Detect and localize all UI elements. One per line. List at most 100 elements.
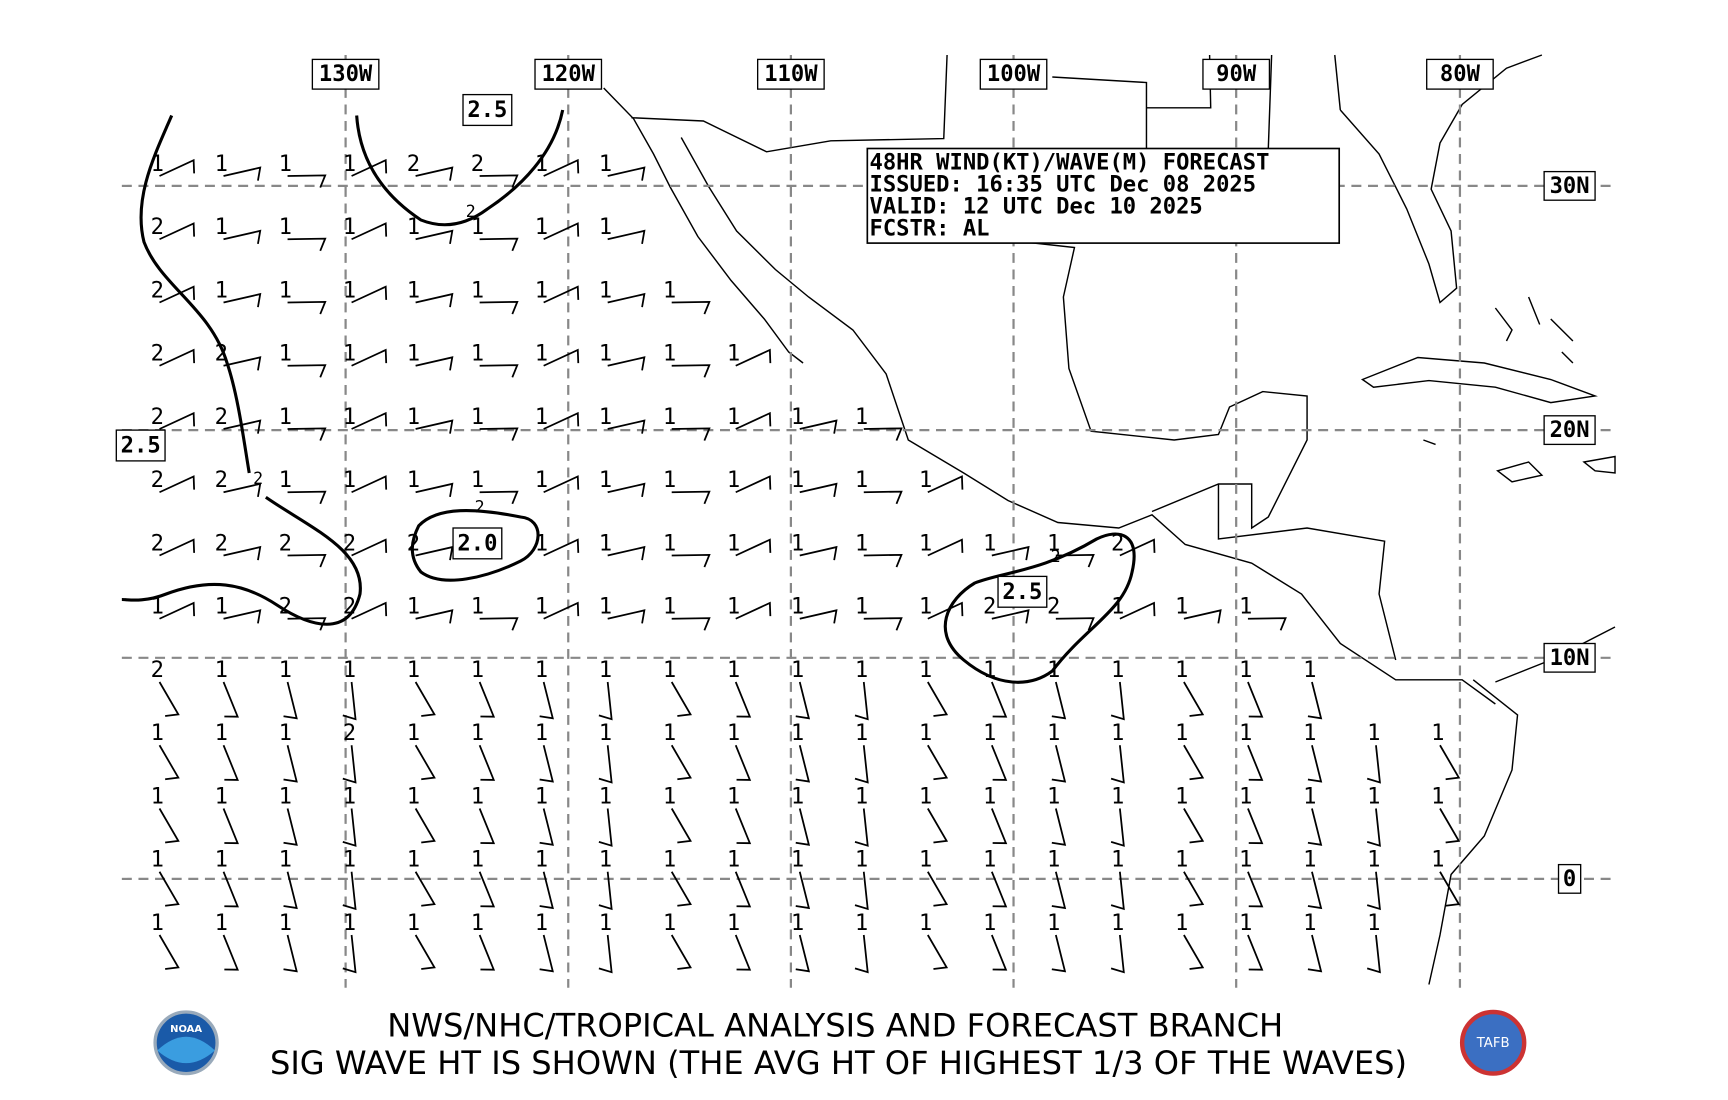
wind-barb (158, 808, 180, 844)
wind-barb (1183, 609, 1222, 624)
wave-height: 1 (407, 848, 420, 873)
wave-height: 1 (791, 911, 804, 936)
wave-height: 1 (215, 785, 228, 810)
wave-height: 2 (1111, 532, 1124, 557)
wave-height: 1 (535, 911, 548, 936)
wind-barb (342, 934, 357, 974)
wave-height: 1 (599, 279, 612, 304)
box-line: ISSUED: 16:35 UTC Dec 08 2025 (870, 172, 1257, 197)
wind-barb (543, 348, 580, 367)
wind-barb (283, 871, 298, 910)
wave-height: 1 (471, 848, 484, 873)
wind-barb (1247, 744, 1264, 781)
lat-label: 20N (1550, 418, 1590, 443)
wave-height: 1 (1239, 658, 1252, 683)
wind-barb (607, 229, 646, 244)
label-box (534, 58, 603, 90)
wave-height: 1 (471, 279, 484, 304)
label-box (311, 58, 380, 90)
wave-height: 2 (151, 279, 164, 304)
wave-height: 1 (151, 152, 164, 177)
wind-barb (734, 871, 752, 908)
wave-height: 2 (215, 532, 228, 557)
wave-height: 1 (855, 468, 868, 493)
wave-height: 1 (855, 785, 868, 810)
wave-height: 2 (471, 152, 484, 177)
wind-barb (351, 158, 388, 177)
wind-barb (1439, 808, 1461, 844)
lon-label: 100W (987, 62, 1041, 87)
wave-height: 1 (919, 658, 932, 683)
wave-height: 1 (535, 532, 548, 557)
wave-height: 1 (343, 658, 356, 683)
lon-label: 80W (1440, 62, 1481, 87)
wind-barb (223, 545, 262, 561)
wave-height: 1 (1047, 721, 1060, 746)
wave-height: 1 (1047, 658, 1060, 683)
wind-barb (598, 681, 613, 721)
wave-height: 1 (791, 658, 804, 683)
wind-barb (222, 934, 239, 971)
wave-height: 1 (663, 785, 676, 810)
wave-height: 1 (1431, 848, 1444, 873)
wind-barb (283, 681, 298, 720)
wind-barb (795, 871, 811, 910)
wind-barb (539, 871, 554, 910)
wind-barb (670, 808, 692, 844)
lon-label: 90W (1216, 62, 1257, 87)
labels: 130W 120W 110W 100W 90W 80W 30N 20N 10N 0 2.5 2.5 2.… (115, 58, 1596, 974)
contour-label: 2.5 (1002, 580, 1042, 605)
wind-barb (991, 609, 1030, 624)
wave-height: 1 (279, 721, 292, 746)
wave-height: 1 (343, 152, 356, 177)
wave-height: 1 (1239, 911, 1252, 936)
wind-barb (287, 364, 327, 378)
wind-barb (735, 538, 772, 557)
wind-barb (351, 285, 388, 304)
wave-height: 1 (1111, 848, 1124, 873)
wind-barb (598, 871, 613, 911)
wave-height: 2 (215, 405, 228, 430)
wind-barb (1119, 538, 1156, 557)
wave-height: 1 (535, 215, 548, 240)
lon-label: 120W (542, 62, 596, 87)
label-box (1543, 642, 1596, 673)
wind-barb (479, 427, 519, 441)
wave-height: 1 (663, 342, 676, 367)
label-box (452, 527, 503, 560)
wind-barb (1055, 617, 1095, 631)
wave-height: 2 (151, 532, 164, 557)
wave-height: 1 (855, 658, 868, 683)
wind-barb (478, 934, 496, 971)
wind-barb (1051, 871, 1067, 910)
wind-barb (854, 934, 869, 974)
wind-barb (283, 808, 298, 846)
wave-height: 1 (919, 848, 932, 873)
wave-height: 2 (407, 532, 420, 557)
wave-height: 1 (1431, 785, 1444, 810)
wind-barb (991, 681, 1008, 718)
wave-height: 1 (855, 911, 868, 936)
wave-height: 1 (1367, 911, 1380, 936)
wave-height: 1 (1047, 785, 1060, 810)
wave-height: 1 (1111, 595, 1124, 620)
wave-height: 1 (599, 215, 612, 240)
wind-barb (478, 808, 496, 845)
wind-barb (414, 934, 436, 970)
wind-barb (222, 871, 239, 908)
wave-height: 1 (599, 785, 612, 810)
wind-barb (991, 744, 1008, 781)
wave-height: 1 (471, 721, 484, 746)
wind-barb (351, 348, 388, 367)
box-line: FCSTR: AL (870, 216, 990, 241)
wave-height: 1 (343, 215, 356, 240)
wave-height: 1 (599, 658, 612, 683)
wave-height: 1 (343, 911, 356, 936)
coastlines (603, 54, 1616, 985)
wind-barb (479, 300, 519, 315)
wind-barb (1247, 617, 1287, 631)
wave-height: 1 (663, 279, 676, 304)
wave-height: 1 (215, 215, 228, 240)
label-box (1426, 58, 1494, 90)
wind-barb (287, 300, 327, 315)
